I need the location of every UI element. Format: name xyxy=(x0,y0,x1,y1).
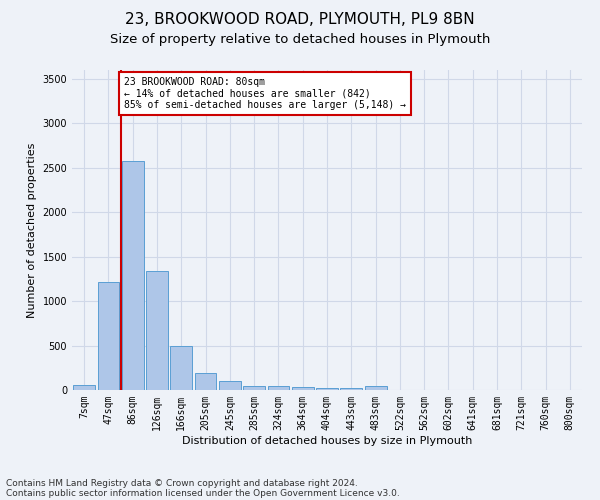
Text: Contains HM Land Registry data © Crown copyright and database right 2024.: Contains HM Land Registry data © Crown c… xyxy=(6,478,358,488)
X-axis label: Distribution of detached houses by size in Plymouth: Distribution of detached houses by size … xyxy=(182,436,472,446)
Bar xyxy=(122,160,143,390)
Text: Contains public sector information licensed under the Open Government Licence v3: Contains public sector information licen… xyxy=(6,488,400,498)
Text: 23 BROOKWOOD ROAD: 80sqm
← 14% of detached houses are smaller (842)
85% of semi-: 23 BROOKWOOD ROAD: 80sqm ← 14% of detach… xyxy=(124,77,406,110)
Bar xyxy=(243,386,265,390)
Y-axis label: Number of detached properties: Number of detached properties xyxy=(27,142,37,318)
Bar xyxy=(219,381,241,390)
Bar xyxy=(73,385,95,390)
Text: 23, BROOKWOOD ROAD, PLYMOUTH, PL9 8BN: 23, BROOKWOOD ROAD, PLYMOUTH, PL9 8BN xyxy=(125,12,475,28)
Bar xyxy=(268,386,289,390)
Bar xyxy=(97,282,119,390)
Bar xyxy=(340,388,362,390)
Bar xyxy=(316,388,338,390)
Bar xyxy=(170,346,192,390)
Bar xyxy=(194,373,217,390)
Bar xyxy=(146,271,168,390)
Bar xyxy=(292,388,314,390)
Text: Size of property relative to detached houses in Plymouth: Size of property relative to detached ho… xyxy=(110,32,490,46)
Bar xyxy=(365,386,386,390)
